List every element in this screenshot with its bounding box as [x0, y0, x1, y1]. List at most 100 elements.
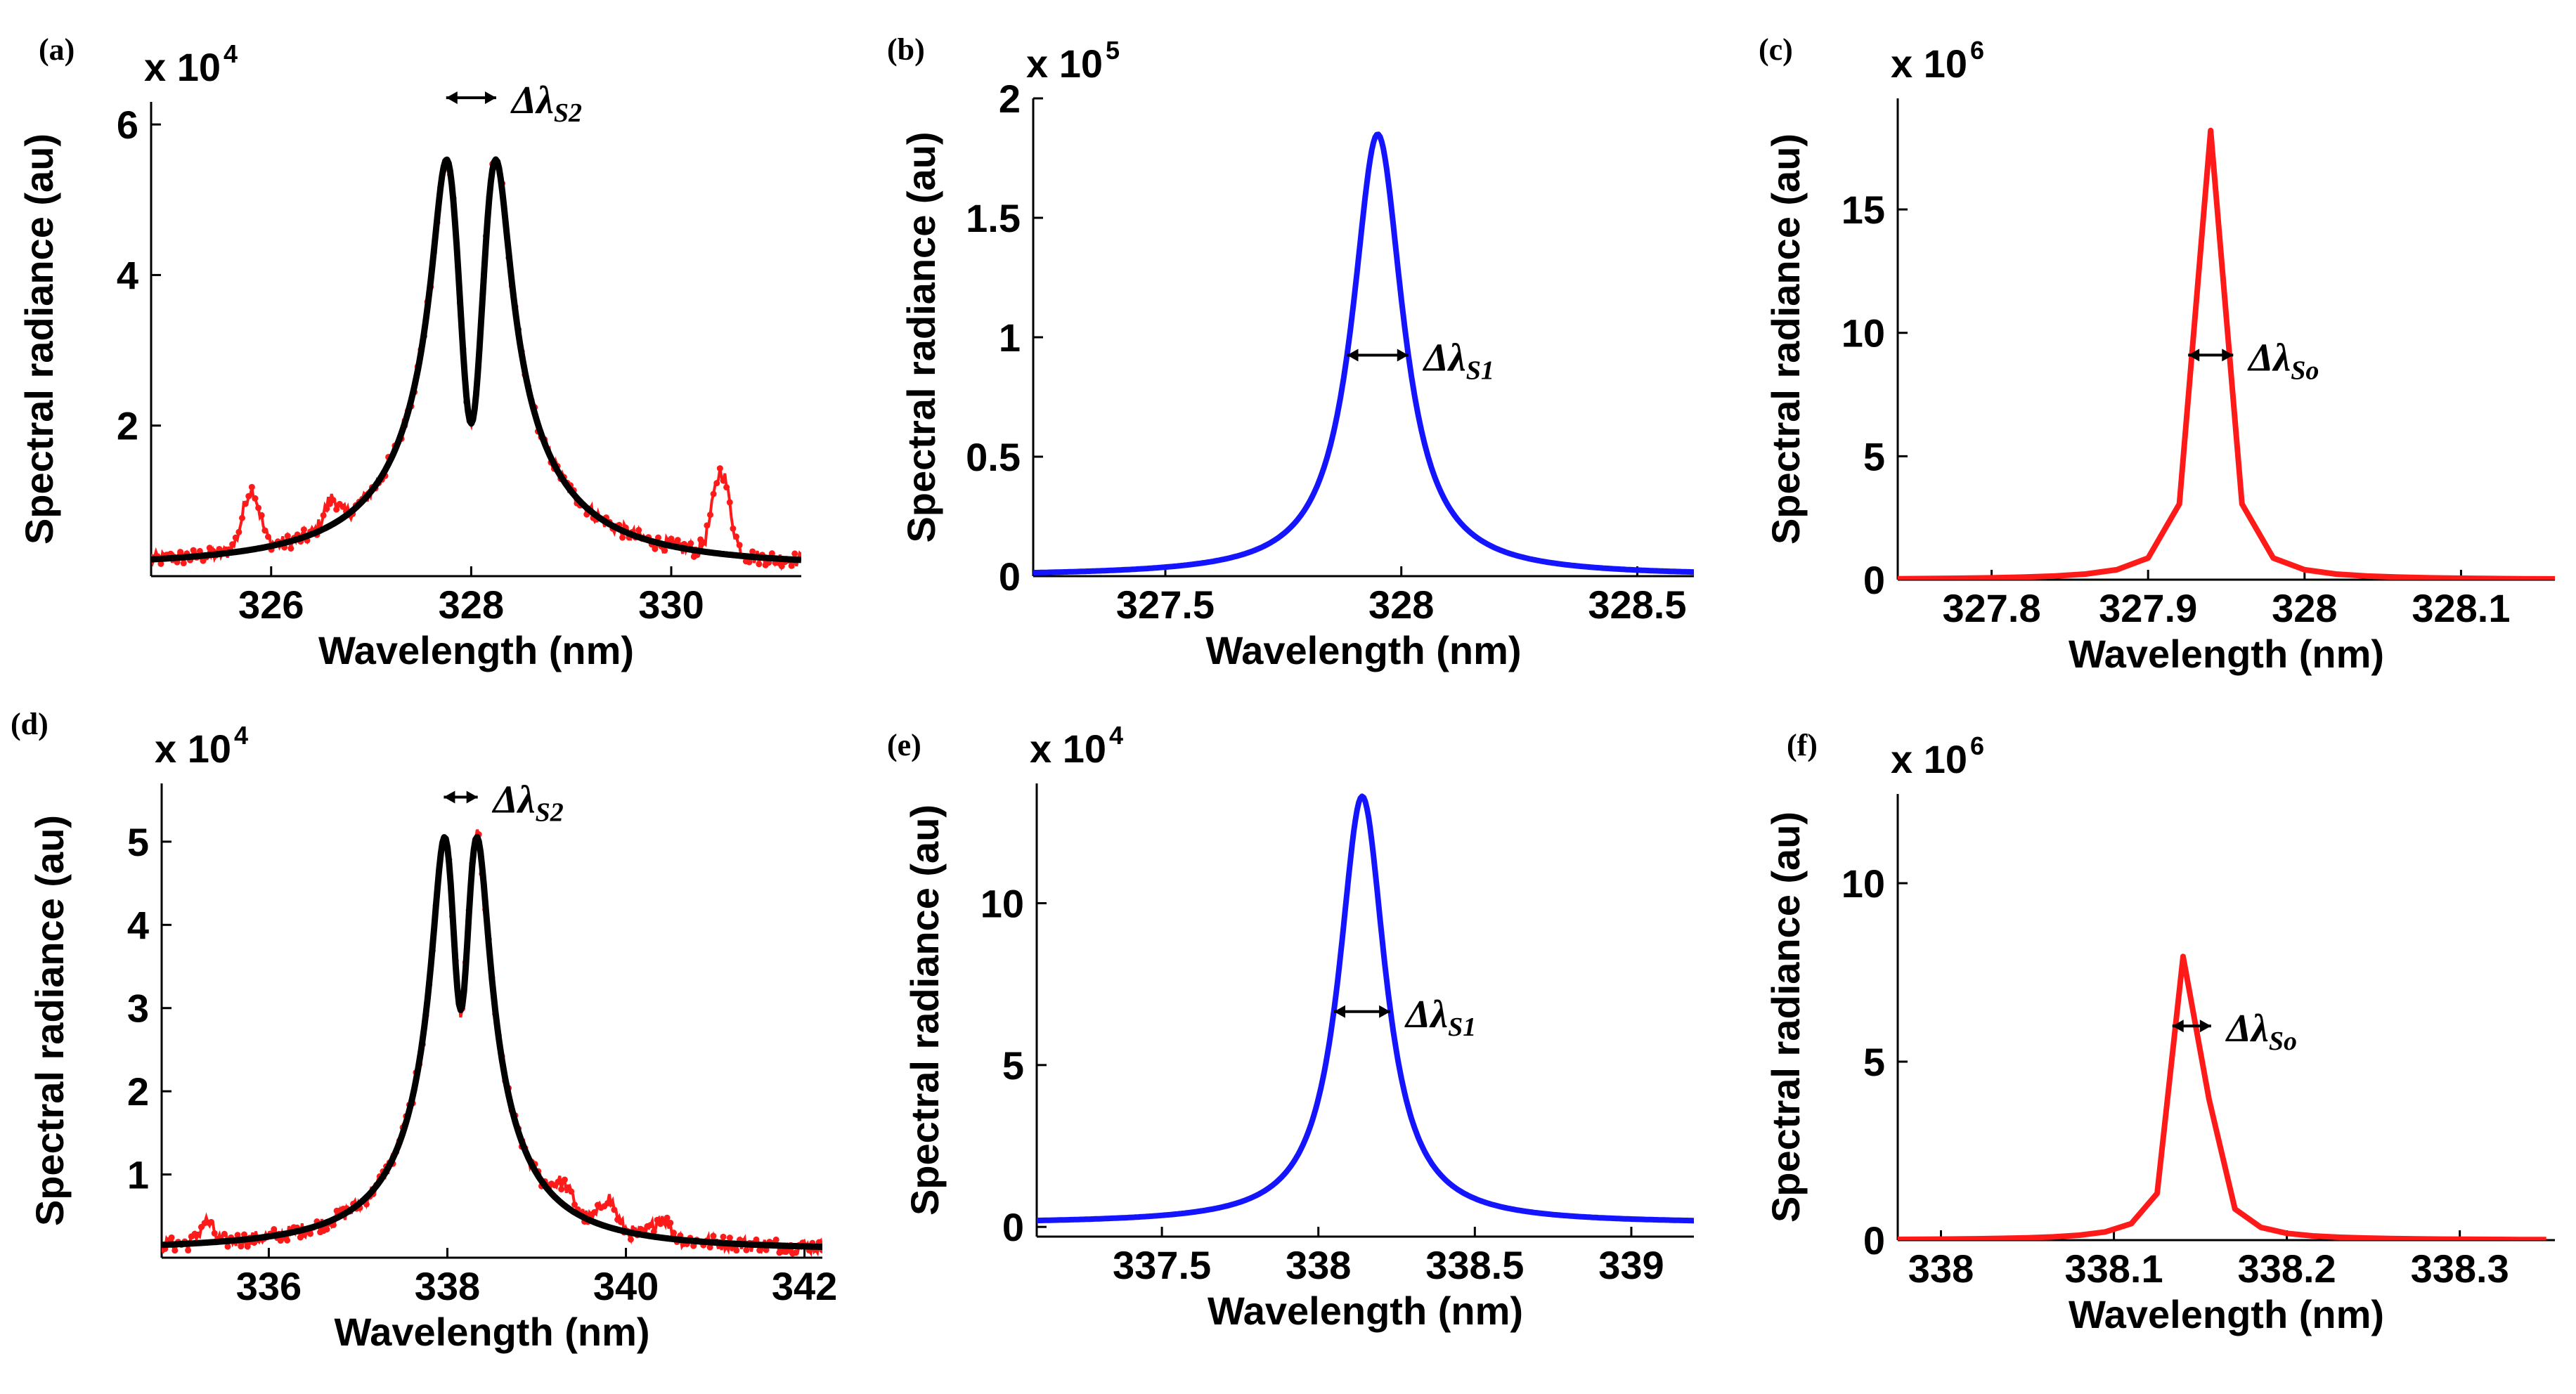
data-point [726, 1235, 733, 1242]
data-point [700, 539, 707, 546]
y-axis-title: Spectral radiance (au) [1763, 133, 1808, 545]
axis-multiplier: x 10 4 [1030, 721, 1123, 771]
data-point [261, 527, 268, 534]
width-arrow-head-right [1379, 1005, 1391, 1018]
data-point [652, 545, 659, 552]
y-tick-label: 2 [117, 404, 138, 448]
data-point [234, 1232, 241, 1239]
data-point [667, 1219, 674, 1226]
width-arrow-head-left [1347, 348, 1359, 362]
axis-multiplier: x 10 5 [1026, 36, 1120, 86]
x-tick-label: 338 [1286, 1243, 1351, 1287]
y-tick-label: 1 [999, 315, 1021, 360]
x-tick-label: 338 [1908, 1246, 1974, 1291]
data-point [687, 540, 694, 547]
width-symbol: Δλ [1404, 993, 1448, 1036]
y-tick-label: 10 [1842, 311, 1885, 356]
data-point [190, 547, 197, 554]
data-point [706, 1244, 713, 1251]
x-tick-label: 338 [415, 1264, 480, 1308]
data-point [713, 480, 720, 487]
data-point [235, 528, 242, 535]
y-tick-label: 0 [1002, 1205, 1024, 1249]
x-tick-label: 338.2 [2238, 1246, 2336, 1291]
data-point [788, 562, 795, 569]
data-point [756, 561, 763, 568]
width-annotation: ΔλS1 [1423, 337, 1494, 386]
x-tick-label: 328.1 [2412, 586, 2510, 630]
x-axis-title: Wavelength (nm) [334, 1310, 649, 1354]
x-tick-label: 330 [638, 582, 704, 627]
series-stark-profile [1033, 131, 1694, 576]
x-tick-label: 328 [1368, 582, 1434, 627]
data-point [617, 1218, 624, 1225]
multiplier-base: x 10 [1891, 41, 1967, 86]
data-point [555, 1178, 562, 1185]
width-subscript: S1 [1466, 356, 1494, 386]
width-subscript: So [2269, 1027, 2297, 1056]
data-point [746, 559, 753, 566]
panel-e: (e) x 10 4 337.5 338 338.5 339 0 5 10 Wavelength (… [887, 721, 1694, 1333]
data-point [647, 1222, 654, 1229]
data-point [710, 490, 717, 497]
data-point [255, 504, 262, 512]
multiplier-exponent: 4 [224, 39, 238, 68]
data-point [619, 534, 626, 541]
width-arrow-head-right [1397, 348, 1409, 362]
x-axis-title: Wavelength (nm) [2069, 1292, 2384, 1336]
panel-label: (f) [1787, 728, 1818, 762]
data-point [661, 547, 668, 554]
axis-multiplier: x 10 4 [155, 721, 248, 771]
x-tick-label: 328 [439, 582, 504, 627]
width-annotation: ΔλS1 [1404, 993, 1476, 1042]
data-point [323, 505, 330, 512]
width-symbol: Δλ [2247, 336, 2291, 379]
width-arrow-head-left [2172, 1020, 2184, 1033]
panel-label: (b) [887, 32, 925, 67]
series-fit [162, 833, 822, 1250]
data-point [287, 545, 295, 552]
panel-b: (b) x 10 5 327.5 328 328.5 0 0.5 1 1.5 2 Wavelength… [887, 32, 1694, 672]
data-point [726, 499, 733, 506]
data-point [244, 1243, 251, 1250]
width-arrow-head-right [2199, 1020, 2211, 1033]
x-tick-label: 336 [236, 1264, 302, 1308]
x-tick-label: 326 [238, 582, 304, 627]
x-axis-title: Wavelength (nm) [1208, 1289, 1523, 1333]
panel-c: (c) x 10 6 327.8 327.9 328 328.1 0 5 10 15 Waveleng… [1759, 32, 2555, 676]
width-symbol: Δλ [492, 778, 536, 821]
data-point [248, 483, 255, 490]
series-fit [151, 156, 801, 564]
data-point [339, 503, 347, 510]
y-axis-title: Spectral radiance (au) [902, 805, 947, 1216]
x-tick-label: 328.5 [1588, 582, 1686, 627]
x-tick-label: 340 [593, 1264, 659, 1308]
data-point [720, 1233, 727, 1240]
data-point [330, 497, 337, 504]
y-tick-label: 2 [999, 77, 1021, 121]
data-point [258, 512, 265, 519]
data-point [195, 1231, 202, 1238]
data-point [177, 549, 184, 556]
data-point [242, 500, 249, 507]
multiplier-exponent: 6 [1970, 36, 1984, 65]
series-stark-profile [1037, 793, 1694, 1224]
data-point [674, 537, 681, 544]
width-symbol: Δλ [1423, 337, 1466, 380]
multiplier-exponent: 4 [234, 721, 248, 750]
width-arrow-head-left [446, 91, 458, 105]
x-tick-label: 338.5 [1425, 1243, 1524, 1287]
axis-multiplier: x 10 6 [1891, 36, 1984, 86]
data-point [720, 477, 727, 484]
width-arrow-head-left [444, 790, 455, 804]
axis-multiplier: x 10 6 [1891, 731, 1984, 781]
data-point [733, 533, 739, 540]
data-point [185, 1247, 192, 1254]
data-point [763, 1246, 770, 1253]
data-point [558, 1186, 565, 1193]
x-tick-label: 338.1 [2064, 1246, 2163, 1291]
data-point [568, 1188, 575, 1195]
x-tick-label: 342 [772, 1264, 837, 1308]
